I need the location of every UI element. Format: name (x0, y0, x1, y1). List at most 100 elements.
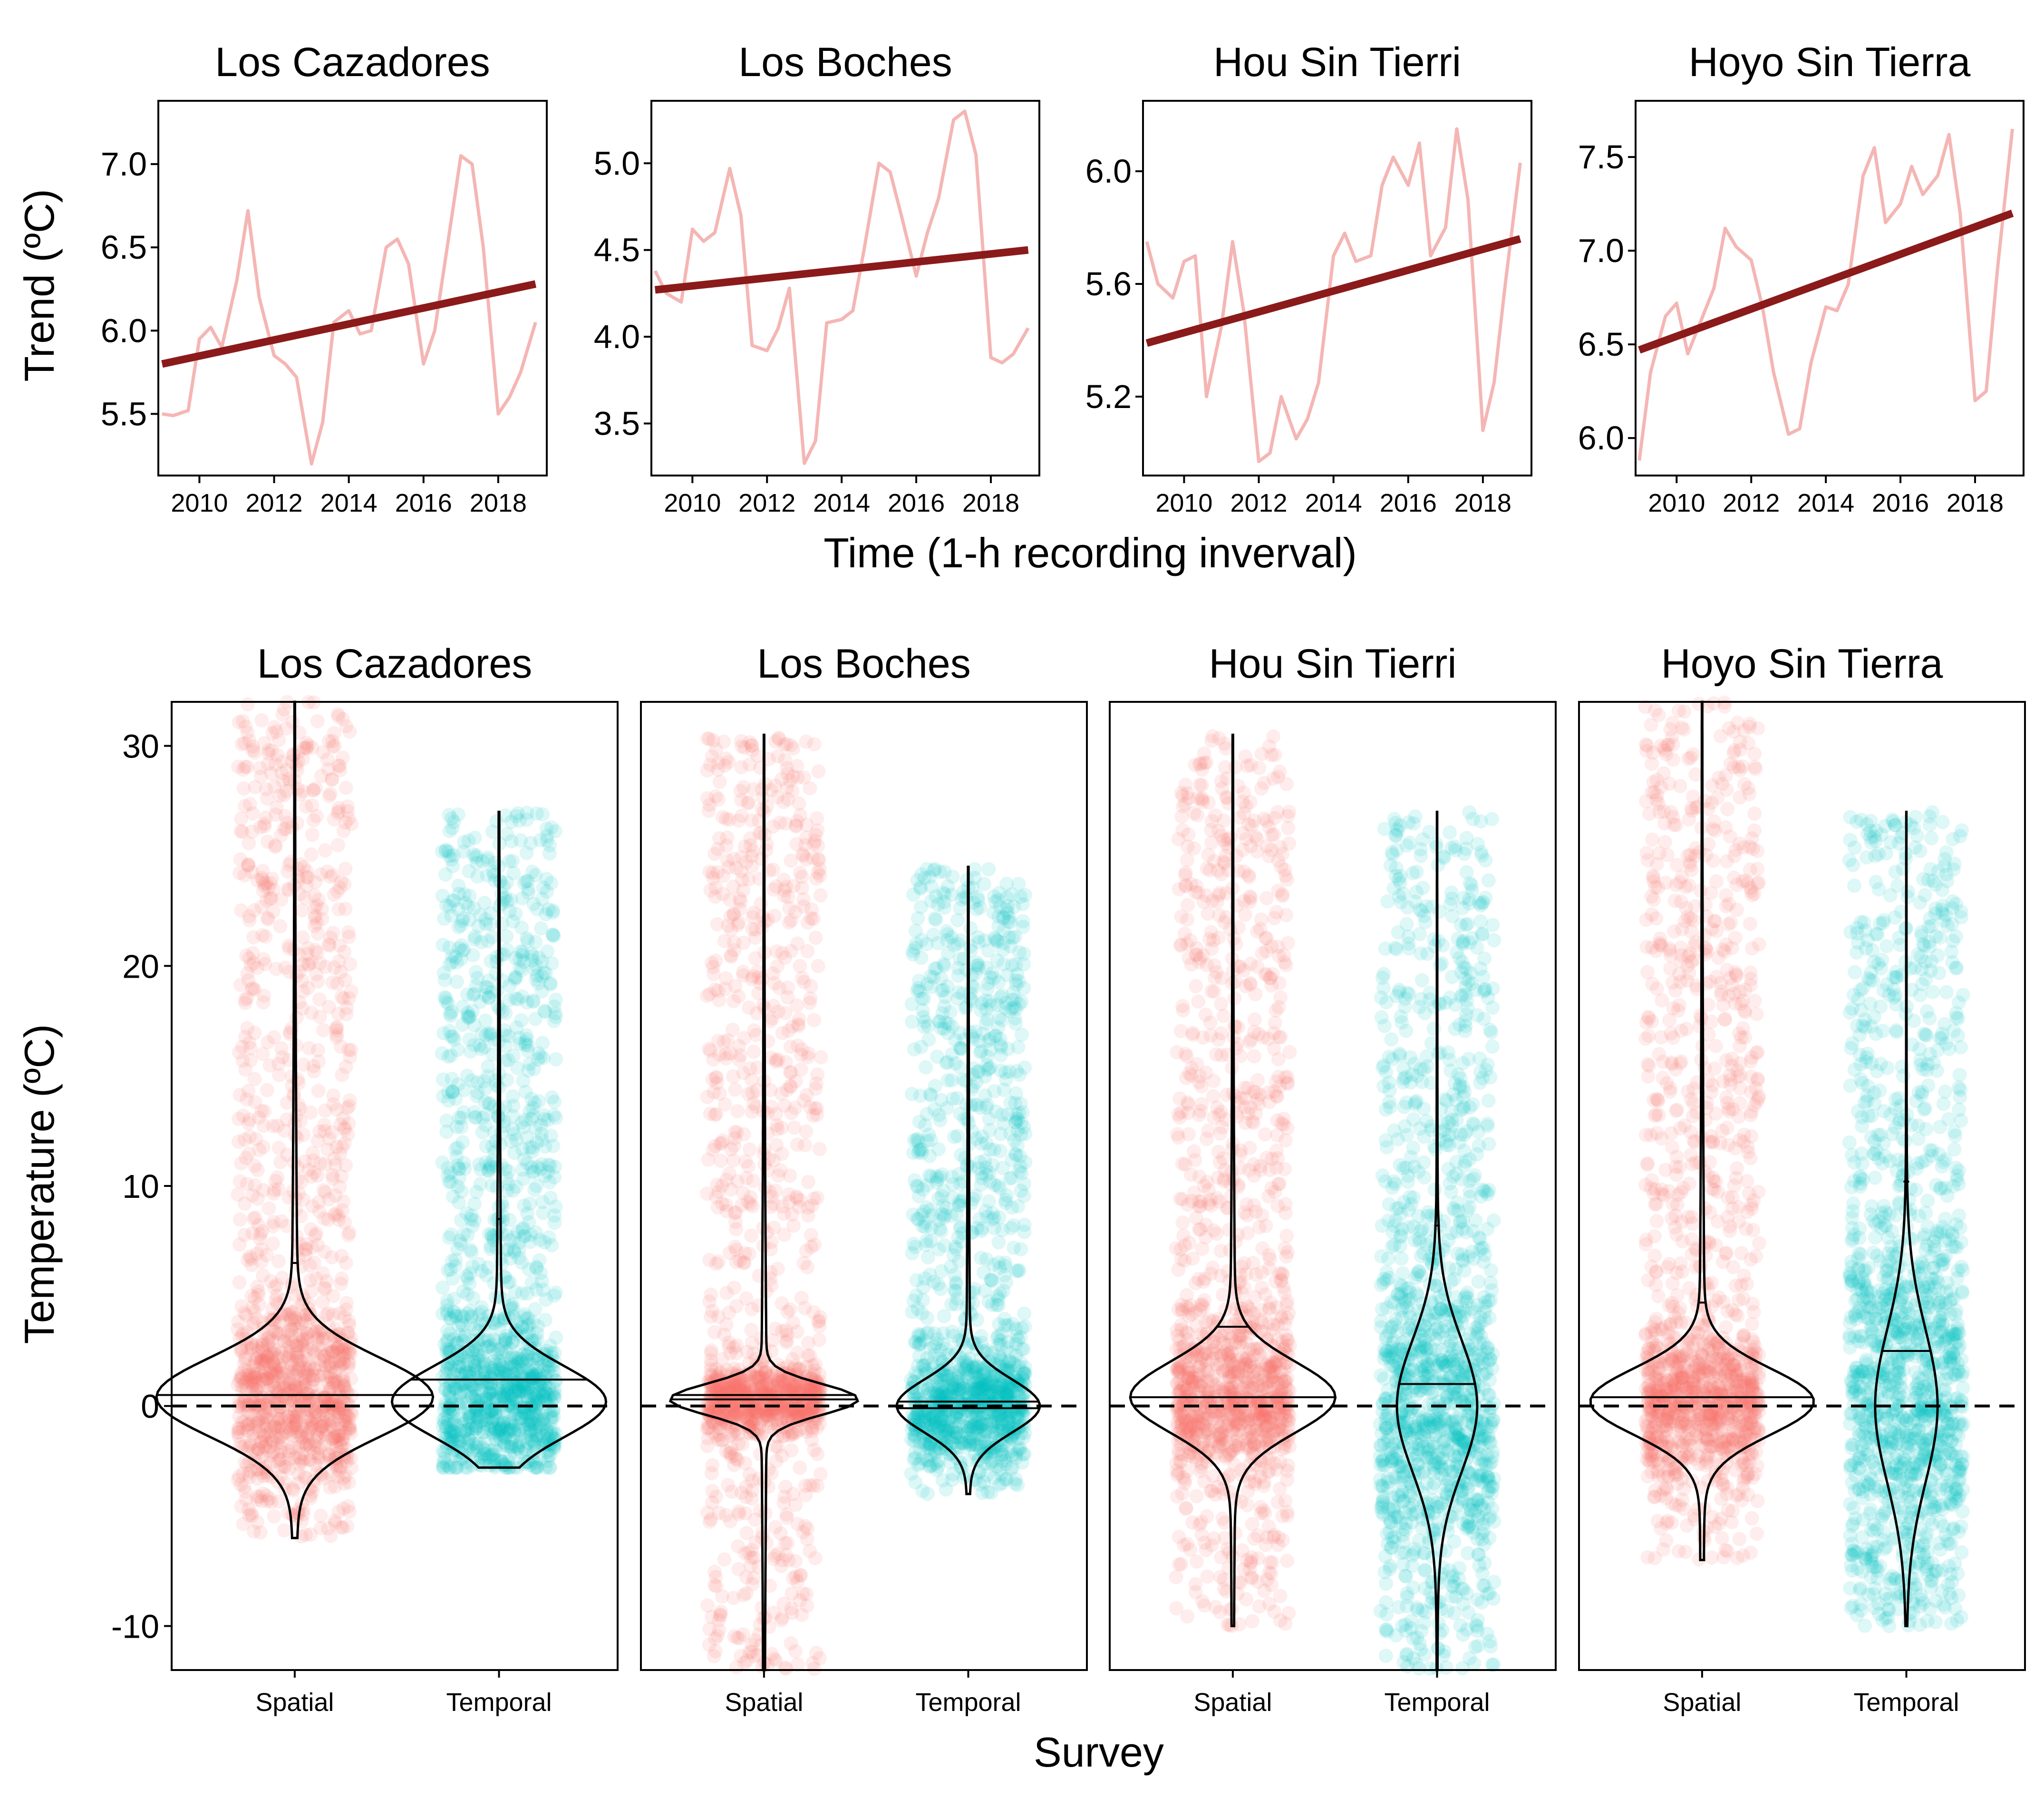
data-point (232, 1174, 247, 1189)
x-tick-label: 2014 (813, 489, 870, 517)
data-point (270, 1288, 284, 1303)
data-point (479, 1139, 494, 1154)
data-point (776, 1496, 791, 1511)
data-point (733, 1407, 747, 1421)
data-point (256, 995, 271, 1010)
x-tick-label: 2018 (470, 489, 527, 517)
data-point (296, 984, 310, 999)
data-point (238, 1062, 252, 1077)
data-point (279, 721, 293, 736)
data-point (259, 1356, 273, 1370)
data-point (321, 1212, 336, 1227)
data-point (298, 1247, 313, 1262)
data-point (273, 1444, 288, 1459)
data-point (476, 1425, 491, 1440)
data-point (1017, 1188, 1031, 1203)
data-point (700, 1439, 715, 1453)
data-point (463, 1266, 477, 1281)
data-point (774, 1559, 789, 1574)
data-point (306, 783, 320, 797)
panel-title: Los Cazadores (215, 39, 490, 85)
data-point (342, 1344, 357, 1359)
data-point (449, 974, 464, 989)
data-point (238, 1030, 252, 1044)
data-point (732, 1052, 746, 1067)
data-point (814, 1050, 828, 1065)
data-point (311, 1054, 326, 1069)
y-tick-label: 5.5 (101, 395, 147, 432)
data-point (712, 775, 727, 789)
y-tick-label: 20 (122, 948, 159, 985)
data-point (264, 1349, 279, 1364)
data-point (252, 1231, 267, 1246)
data-point (295, 903, 310, 918)
data-point (716, 1133, 730, 1148)
data-point (312, 1204, 327, 1219)
data-point (445, 894, 460, 908)
data-point (547, 1215, 562, 1230)
data-point (300, 1366, 314, 1380)
x-tick-label: 2018 (1454, 489, 1511, 517)
data-point (484, 1159, 498, 1174)
data-point (263, 876, 278, 890)
data-point (520, 933, 535, 948)
data-point (950, 913, 965, 928)
data-point (233, 1477, 248, 1492)
data-point (326, 926, 340, 940)
data-point (241, 857, 255, 872)
data-point (255, 1047, 270, 1061)
data-point (468, 850, 483, 865)
data-point (249, 1416, 264, 1430)
data-point (245, 739, 260, 754)
data-point (756, 1370, 770, 1385)
data-point (467, 932, 482, 947)
data-point (742, 1467, 757, 1482)
panel-title: Los Cazadores (257, 641, 532, 687)
data-point (811, 959, 825, 973)
data-point (331, 902, 346, 917)
data-point (484, 906, 498, 921)
raw-trend-line (162, 154, 537, 466)
y-tick-label: 7.0 (101, 146, 147, 183)
data-point (746, 1044, 761, 1059)
data-point (504, 1437, 519, 1451)
fitted-trend-line (161, 280, 537, 368)
data-point (475, 1264, 489, 1279)
data-point (533, 1265, 548, 1280)
data-point (266, 1445, 281, 1459)
data-point (740, 796, 755, 810)
data-point (240, 1423, 255, 1438)
data-point (807, 1013, 821, 1028)
data-point (294, 1390, 309, 1404)
data-point (809, 1645, 823, 1660)
data-point (442, 1024, 457, 1039)
data-point (299, 799, 313, 814)
data-point (322, 789, 337, 804)
data-point (274, 1411, 289, 1426)
data-point (299, 1344, 314, 1359)
data-point (326, 1088, 340, 1103)
data-point (328, 1157, 343, 1172)
data-point (775, 1448, 789, 1463)
data-point (340, 1519, 355, 1534)
data-point (328, 1374, 342, 1389)
data-point (500, 827, 514, 841)
data-point (300, 1386, 315, 1401)
data-point (810, 1447, 825, 1461)
x-tick-label: 2018 (962, 489, 1019, 517)
data-point (732, 1039, 746, 1054)
data-point (704, 1287, 718, 1302)
data-point (277, 1523, 291, 1538)
data-point (302, 1438, 317, 1453)
data-point (323, 1529, 338, 1544)
data-point (437, 990, 452, 1005)
data-point (461, 1009, 475, 1023)
data-point (547, 1095, 562, 1109)
data-point (326, 868, 340, 883)
data-point (236, 714, 250, 729)
data-point (710, 1200, 725, 1214)
data-point (761, 1479, 775, 1494)
data-point (729, 1299, 744, 1313)
data-point (717, 1097, 732, 1112)
